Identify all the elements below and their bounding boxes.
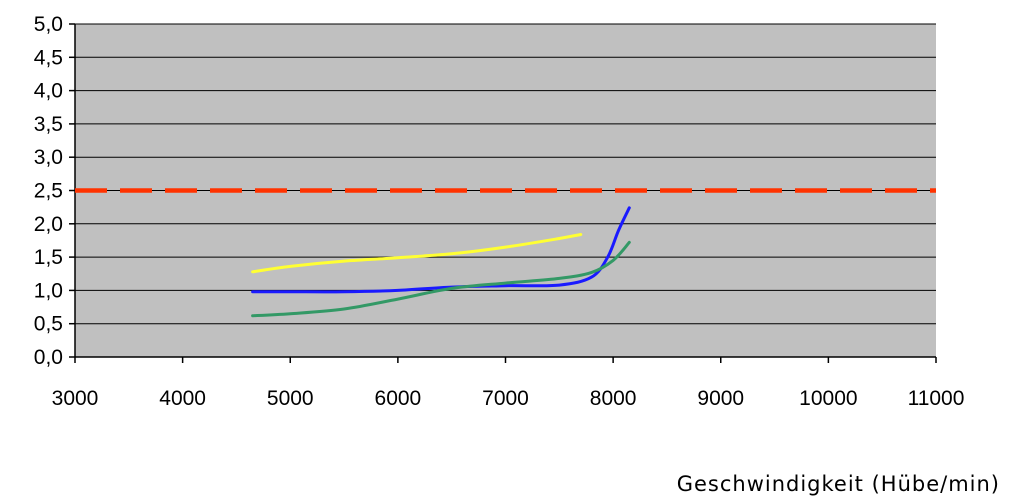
x-tick-label: 7000: [482, 387, 529, 410]
y-tick-labels: 0,0 0,5 1,0 1,5 2,0 2,5 3,0 3,5 4,0 4,5 5,0: [34, 13, 63, 369]
x-tick-label: 5000: [267, 387, 314, 410]
series-line-2: [251, 206, 631, 294]
x-axis-label: Geschwindigkeit (Hübe/min): [677, 472, 1000, 496]
x-tick-label: 8000: [590, 387, 637, 410]
x-tick-label: 11000: [908, 387, 965, 410]
x-tick-labels: 3000 4000 5000 6000 7000 8000 9000 10000 11000: [52, 387, 965, 410]
y-tick-label: 4,5: [34, 46, 63, 69]
x-tick-label: 9000: [697, 387, 744, 410]
grid-lines: [75, 23, 936, 325]
y-tick-label: 3,0: [34, 146, 63, 169]
x-tick-label: 10000: [799, 387, 857, 410]
x-tick-label: 6000: [375, 387, 422, 410]
y-tick-label: 1,5: [34, 246, 63, 269]
y-tick-label: 0,5: [34, 313, 63, 336]
x-tick-label: 3000: [52, 387, 99, 410]
series-line-3: [251, 240, 631, 318]
y-tick-label: 0,0: [34, 346, 63, 369]
y-tick-label: 4,0: [34, 80, 63, 103]
y-tick-label: 2,5: [34, 180, 63, 203]
series-layer: [251, 206, 631, 318]
y-tick-label: 2,0: [34, 213, 63, 236]
y-tick-label: 1,0: [34, 279, 63, 302]
x-tick-label: 4000: [159, 387, 206, 410]
y-tick-label: 5,0: [34, 13, 63, 36]
y-tick-label: 3,5: [34, 113, 63, 136]
series-line-1: [251, 233, 583, 274]
